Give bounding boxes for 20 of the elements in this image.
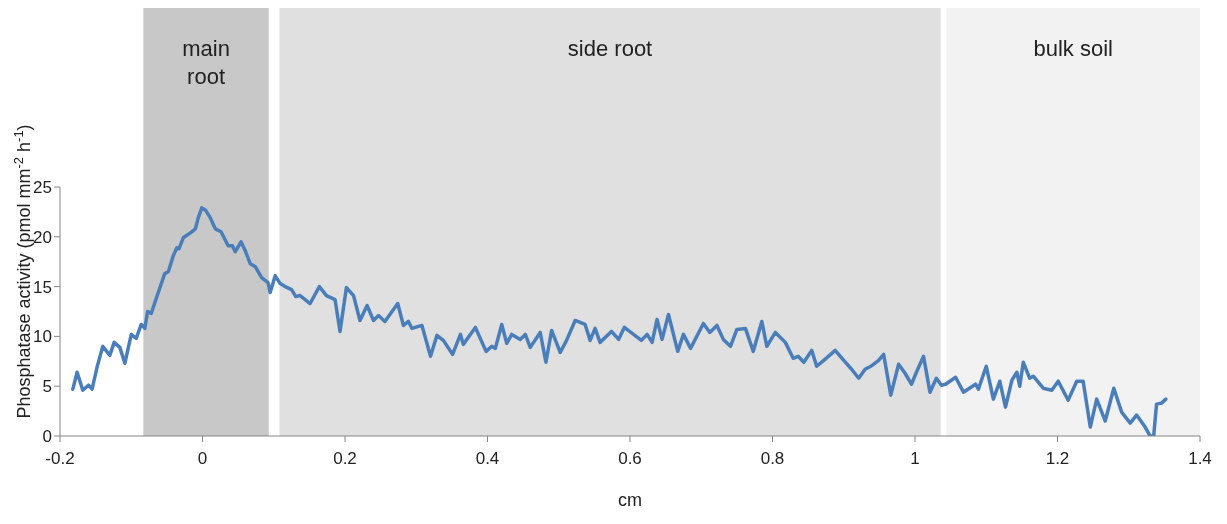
y-tick-label: 0 <box>42 427 52 447</box>
x-tick-label: 0.4 <box>475 449 500 469</box>
x-axis-title: cm <box>618 490 642 510</box>
band-label: bulk soil <box>1033 36 1113 61</box>
y-tick-label: 20 <box>33 227 52 247</box>
line-series <box>71 206 1168 436</box>
y-tick-label: 15 <box>33 277 52 297</box>
x-tick-label: 1.2 <box>1045 449 1070 469</box>
x-tick-label: 0.8 <box>760 449 785 469</box>
y-tick-label: 10 <box>33 327 52 347</box>
band-label: main root <box>182 36 230 89</box>
x-tick-label: 0.6 <box>618 449 642 469</box>
y-tick-label: 25 <box>33 178 52 198</box>
x-tick-label: 1.4 <box>1188 449 1212 469</box>
x-tick-label: 1 <box>910 449 920 469</box>
x-tick-label: -0.2 <box>45 449 75 469</box>
band-label: side root <box>567 36 653 61</box>
x-tick-label: 0.2 <box>333 449 357 469</box>
y-tick-label: 5 <box>42 377 52 397</box>
x-tick-label: 0 <box>197 449 208 469</box>
